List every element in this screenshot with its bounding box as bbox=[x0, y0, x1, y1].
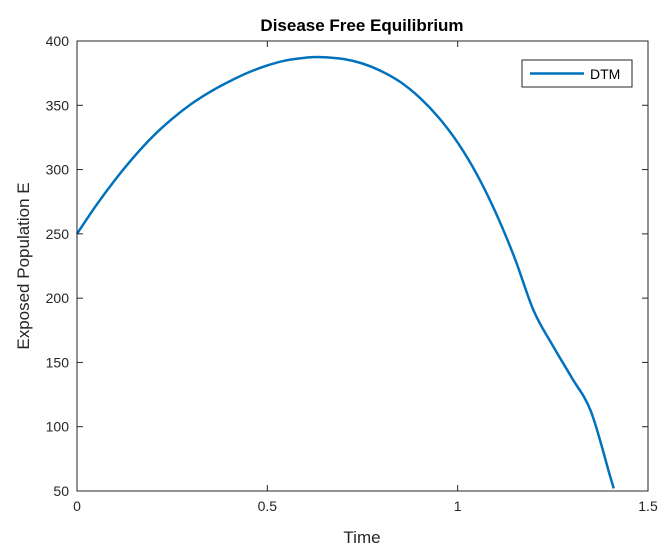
x-tick-label: 1.5 bbox=[638, 498, 658, 514]
y-axis: 50 100 150 200 250 300 350 400 bbox=[46, 33, 648, 499]
chart-title: Disease Free Equilibrium bbox=[260, 16, 463, 35]
series-line-dtm bbox=[75, 55, 615, 489]
x-tick-label: 1 bbox=[454, 498, 462, 514]
y-axis-title: Exposed Population E bbox=[14, 182, 33, 349]
plot-area bbox=[77, 41, 648, 491]
axes-box bbox=[76, 40, 649, 492]
y-tick-label: 350 bbox=[46, 97, 70, 113]
x-axis-title: Time bbox=[343, 528, 380, 547]
legend-label-dtm: DTM bbox=[590, 66, 620, 82]
y-tick-label: 200 bbox=[46, 290, 70, 306]
y-tick-label: 250 bbox=[46, 226, 70, 242]
y-tick-label: 150 bbox=[46, 354, 70, 370]
legend: DTM bbox=[521, 59, 633, 88]
y-tick-label: 50 bbox=[53, 483, 69, 499]
series-layer bbox=[75, 55, 615, 489]
y-tick-label: 300 bbox=[46, 162, 70, 178]
y-tick-label: 100 bbox=[46, 419, 70, 435]
y-tick-label: 400 bbox=[46, 33, 70, 49]
x-axis: 0 0.5 1 1.5 bbox=[73, 41, 658, 514]
x-tick-label: 0.5 bbox=[258, 498, 278, 514]
x-tick-label: 0 bbox=[73, 498, 81, 514]
